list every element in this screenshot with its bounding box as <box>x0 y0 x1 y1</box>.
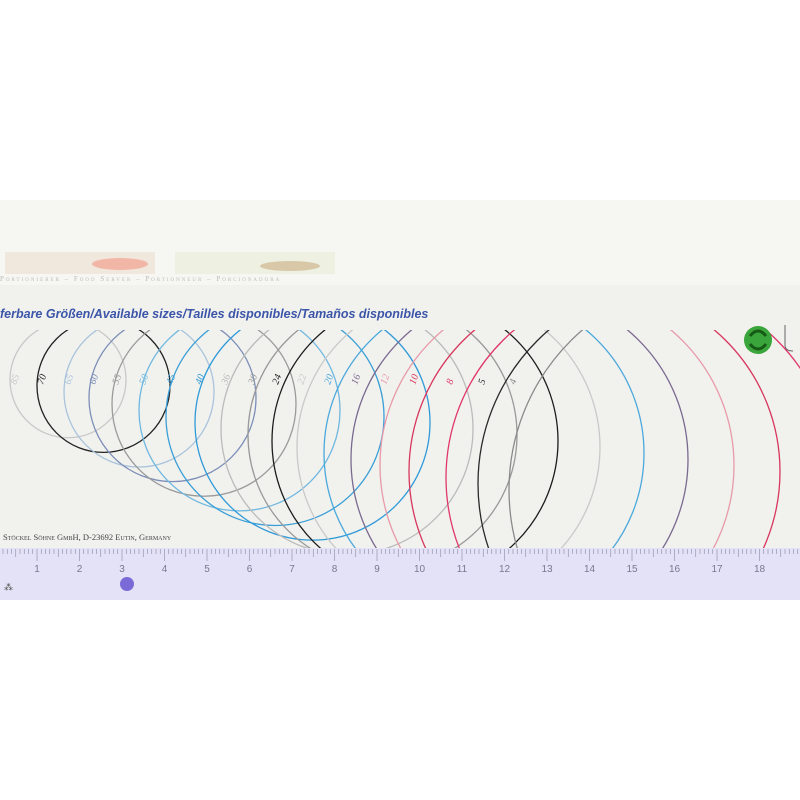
size-circle-65 <box>63 330 215 468</box>
ruler-number-18: 18 <box>754 564 766 575</box>
size-label-5: 5 <box>476 378 488 386</box>
ruler-number-12: 12 <box>499 564 511 575</box>
available-sizes-heading: ferbare Größen/Available sizes/Tailles d… <box>0 307 429 321</box>
size-label-24: 24 <box>270 373 284 386</box>
ruler-number-13: 13 <box>541 564 553 575</box>
ruler-number-11: 11 <box>457 564 468 575</box>
size-circle-45 <box>165 330 385 527</box>
ruler-number-5: 5 <box>204 564 210 575</box>
green-dot-logo <box>744 326 772 354</box>
ruler-number-3: 3 <box>119 564 125 575</box>
ruler[interactable] <box>0 548 800 600</box>
ruler-number-7: 7 <box>289 564 295 575</box>
size-circle-4 <box>508 330 584 550</box>
size-label-36: 36 <box>219 373 233 387</box>
size-label-55: 55 <box>110 373 124 386</box>
size-label-20: 20 <box>322 373 336 386</box>
star-marks: ⁂ <box>4 582 13 592</box>
ruler-number-1: 1 <box>34 564 40 575</box>
size-label-4: 4 <box>507 378 519 386</box>
size-label-45: 45 <box>164 373 178 386</box>
ruler-number-2: 2 <box>77 564 83 575</box>
size-label-12: 12 <box>378 373 392 386</box>
size-circle-10 <box>408 330 781 550</box>
size-circle-30 <box>247 330 518 550</box>
size-label-10: 10 <box>407 373 421 386</box>
size-circles <box>9 330 800 550</box>
size-label-85: 85 <box>8 373 22 386</box>
size-circle-22 <box>296 330 601 550</box>
ruler-number-9: 9 <box>374 564 380 575</box>
size-label-30: 30 <box>246 373 260 387</box>
size-circle-12 <box>379 330 735 550</box>
size-circle-85 <box>9 330 127 439</box>
size-label-22: 22 <box>295 373 309 386</box>
ruler-number-15: 15 <box>626 564 638 575</box>
ruler-number-8: 8 <box>332 564 338 575</box>
box-symbol-icon <box>784 325 794 352</box>
ruler-number-16: 16 <box>669 564 681 575</box>
manufacturer-text: Stöckel Söhne GmbH, D-23692 Eutin, Germa… <box>3 532 172 542</box>
size-circle-5 <box>477 330 550 550</box>
size-circle-60 <box>88 330 257 483</box>
ruler-number-17: 17 <box>711 564 723 575</box>
size-circle-20 <box>323 330 645 550</box>
size-label-16: 16 <box>349 373 363 386</box>
size-labels: 85 70 65 60 55 50 45 40 36 30 24 22 20 16 12 10 8 5 4 <box>8 373 519 387</box>
size-label-50: 50 <box>137 373 151 386</box>
size-label-60: 60 <box>87 373 101 386</box>
size-label-70: 70 <box>35 373 49 386</box>
size-circle-55 <box>111 330 297 497</box>
size-circle-50 <box>138 330 341 512</box>
size-circle-16 <box>350 330 689 550</box>
food-image-2-detail <box>260 261 320 271</box>
food-image-1-detail <box>92 258 148 270</box>
box-tagline: Portionierer – Food Server – Portionneur… <box>0 275 282 283</box>
size-label-8: 8 <box>444 378 456 386</box>
ruler-ticks <box>2 549 799 561</box>
ruler-numbers: 1 2 3 4 5 6 7 8 9 10 11 12 13 14 15 16 17 18 <box>34 564 765 575</box>
ruler-number-6: 6 <box>247 564 253 575</box>
ruler-number-14: 14 <box>584 564 596 575</box>
size-label-65: 65 <box>62 373 76 386</box>
size-circle-36 <box>220 330 474 550</box>
purple-dot <box>120 577 134 591</box>
size-label-40: 40 <box>193 373 207 386</box>
size-circle-24 <box>271 330 559 550</box>
ruler-number-4: 4 <box>162 564 168 575</box>
ruler-number-10: 10 <box>414 564 426 575</box>
size-circle-8 <box>445 330 800 550</box>
